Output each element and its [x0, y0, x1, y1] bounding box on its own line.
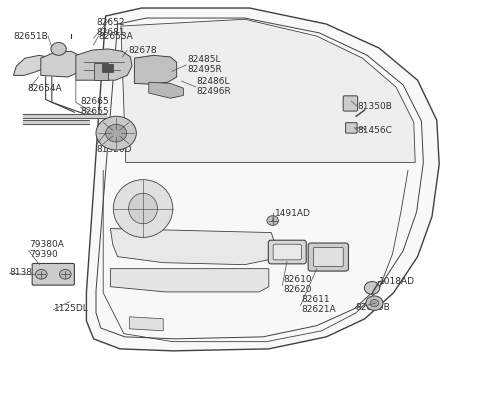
- Polygon shape: [94, 63, 108, 80]
- Text: 81310D
81320D: 81310D 81320D: [96, 135, 132, 154]
- Ellipse shape: [113, 180, 173, 237]
- Text: 81456C: 81456C: [358, 126, 393, 135]
- Text: 1125DL: 1125DL: [54, 304, 88, 313]
- Text: 81350B: 81350B: [358, 102, 393, 111]
- Polygon shape: [13, 55, 52, 75]
- FancyBboxPatch shape: [346, 123, 357, 133]
- Polygon shape: [102, 64, 113, 72]
- Text: 1491AD: 1491AD: [275, 209, 311, 218]
- Text: 82485L
82495R: 82485L 82495R: [187, 55, 222, 74]
- Text: 82619B: 82619B: [355, 304, 390, 312]
- Text: 79380A
79390: 79380A 79390: [29, 240, 64, 259]
- Polygon shape: [130, 317, 163, 331]
- Polygon shape: [76, 49, 132, 80]
- Circle shape: [60, 269, 71, 279]
- Ellipse shape: [129, 193, 157, 224]
- FancyBboxPatch shape: [32, 263, 74, 285]
- Polygon shape: [134, 55, 177, 84]
- Text: 82486L
82496R: 82486L 82496R: [197, 77, 231, 96]
- Circle shape: [366, 296, 383, 310]
- Circle shape: [36, 269, 47, 279]
- Text: 82611
82621A: 82611 82621A: [301, 295, 336, 314]
- FancyBboxPatch shape: [343, 96, 358, 111]
- Text: 82653A: 82653A: [98, 32, 133, 41]
- FancyBboxPatch shape: [308, 243, 348, 271]
- Polygon shape: [110, 269, 269, 292]
- FancyBboxPatch shape: [273, 244, 301, 260]
- Polygon shape: [110, 229, 276, 265]
- Circle shape: [51, 43, 66, 55]
- Circle shape: [370, 300, 379, 307]
- Circle shape: [267, 216, 278, 225]
- Polygon shape: [86, 8, 439, 351]
- Circle shape: [106, 124, 127, 142]
- Text: 1018AD: 1018AD: [379, 277, 415, 286]
- Text: 82665
82655: 82665 82655: [81, 97, 109, 116]
- FancyBboxPatch shape: [268, 240, 306, 264]
- Text: 82652
82681: 82652 82681: [96, 18, 125, 37]
- Polygon shape: [149, 82, 183, 98]
- Circle shape: [96, 116, 136, 150]
- FancyBboxPatch shape: [313, 247, 343, 267]
- Text: 82654A: 82654A: [28, 84, 62, 93]
- Circle shape: [364, 282, 380, 294]
- Text: 82678: 82678: [129, 46, 157, 55]
- Polygon shape: [121, 19, 415, 162]
- Polygon shape: [41, 51, 77, 77]
- Text: 82651B: 82651B: [13, 32, 48, 41]
- Text: 81389A: 81389A: [10, 268, 45, 277]
- Text: 82610
82620: 82610 82620: [283, 275, 312, 294]
